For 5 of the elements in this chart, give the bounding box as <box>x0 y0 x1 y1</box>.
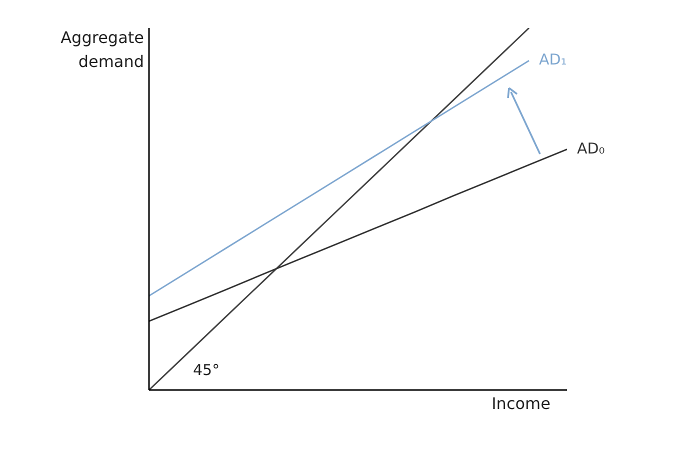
series-label: AD₁ <box>539 50 567 69</box>
annotation: 45° <box>193 361 220 379</box>
y-axis-title: Aggregate demand <box>60 27 144 73</box>
x-axis-title: Income <box>492 394 550 413</box>
series-label: AD₀ <box>577 139 605 158</box>
